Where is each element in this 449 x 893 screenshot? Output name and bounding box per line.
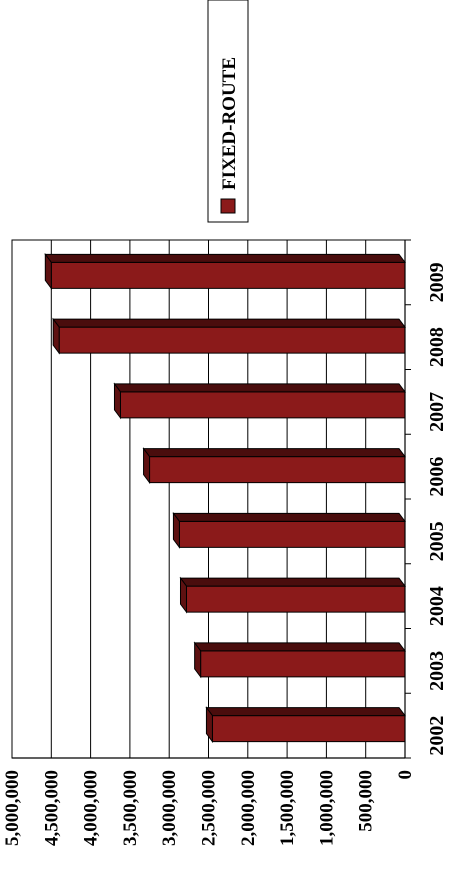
- legend-series-label: FIXED-ROUTE: [219, 57, 240, 190]
- bar-top-face: [179, 577, 406, 587]
- value-tick-label: 500,000: [356, 770, 377, 832]
- bar-front-face: [178, 520, 406, 548]
- category-label: 2006: [426, 457, 448, 497]
- bar-front-face: [211, 715, 406, 743]
- value-tick-label: 2,000,000: [238, 770, 259, 846]
- bar: [179, 576, 406, 614]
- bar: [44, 252, 406, 290]
- value-tick-label: 2,500,000: [199, 770, 220, 846]
- bar-end-face: [205, 706, 213, 744]
- value-tick-label: 1,500,000: [277, 770, 298, 846]
- bar-top-face: [172, 512, 406, 522]
- bar-end-face: [113, 382, 121, 420]
- bar-end-face: [172, 511, 180, 549]
- category-label: 2009: [426, 262, 448, 302]
- bar-end-face: [179, 576, 187, 614]
- bar: [193, 641, 406, 679]
- bar-end-face: [143, 447, 151, 485]
- value-tick-label: 3,000,000: [159, 770, 180, 846]
- bar-front-face: [149, 456, 406, 484]
- bars-layer: [44, 252, 406, 744]
- bar-top-face: [113, 383, 406, 393]
- bar-top-face: [142, 448, 406, 458]
- bar: [205, 706, 406, 744]
- bar: [142, 447, 406, 485]
- category-label: 2003: [426, 651, 448, 691]
- category-label: 2004: [426, 586, 448, 626]
- bar-front-face: [58, 326, 406, 354]
- axis-layer: 0 500,000 1,000,000 1,500,000 2,000,000 2,500…: [2, 239, 448, 846]
- value-tick-label: 5,000,000: [2, 770, 23, 846]
- bar-front-face: [50, 261, 406, 289]
- category-label: 2007: [426, 392, 448, 432]
- legend-box: [207, 0, 249, 223]
- bar: [172, 511, 406, 549]
- bar: [113, 382, 406, 420]
- value-tick-label: 4,000,000: [81, 770, 102, 846]
- legend-swatch: [220, 198, 236, 214]
- bar-end-face: [52, 317, 60, 355]
- bar-front-face: [119, 391, 406, 419]
- value-tick-label: 3,500,000: [120, 770, 141, 846]
- category-label: 2002: [426, 716, 448, 756]
- legend: FIXED-ROUTE: [207, 0, 249, 223]
- value-tick-label: 0: [395, 770, 416, 780]
- category-label: 2005: [426, 521, 448, 561]
- grid-layer: [11, 239, 406, 759]
- value-tick-label: 4,500,000: [41, 770, 62, 846]
- bar-front-face: [200, 650, 406, 678]
- bar-end-face: [44, 252, 52, 290]
- bar: [52, 317, 406, 355]
- bar-end-face: [194, 641, 202, 679]
- value-tick-label: 1,000,000: [316, 770, 337, 846]
- bar-top-face: [193, 642, 406, 652]
- bar-top-face: [52, 318, 406, 328]
- category-label: 2008: [426, 327, 448, 367]
- bar-top-face: [205, 707, 406, 717]
- bar-front-face: [185, 585, 406, 613]
- bar-top-face: [44, 253, 406, 263]
